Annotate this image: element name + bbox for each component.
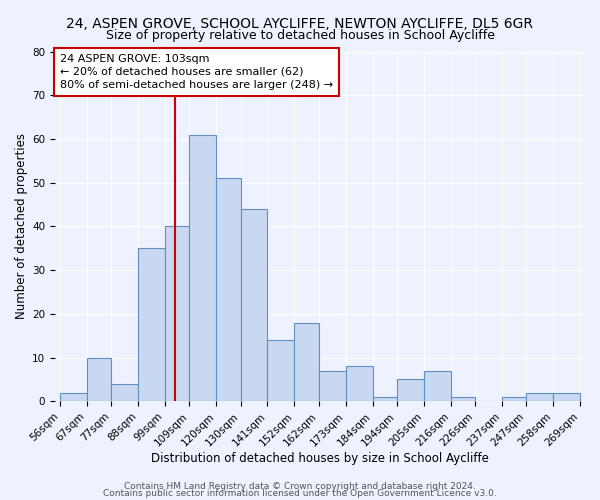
Y-axis label: Number of detached properties: Number of detached properties bbox=[15, 134, 28, 320]
Bar bbox=[502, 397, 526, 402]
Bar bbox=[526, 392, 553, 402]
Text: Contains HM Land Registry data © Crown copyright and database right 2024.: Contains HM Land Registry data © Crown c… bbox=[124, 482, 476, 491]
Bar bbox=[346, 366, 373, 402]
Bar bbox=[451, 397, 475, 402]
Bar bbox=[424, 370, 451, 402]
Bar bbox=[138, 248, 165, 402]
Bar bbox=[553, 392, 580, 402]
Bar bbox=[268, 340, 295, 402]
Text: Contains public sector information licensed under the Open Government Licence v3: Contains public sector information licen… bbox=[103, 490, 497, 498]
Bar bbox=[165, 226, 190, 402]
Bar bbox=[241, 209, 268, 402]
Text: 24, ASPEN GROVE, SCHOOL AYCLIFFE, NEWTON AYCLIFFE, DL5 6GR: 24, ASPEN GROVE, SCHOOL AYCLIFFE, NEWTON… bbox=[67, 18, 533, 32]
Bar bbox=[60, 392, 87, 402]
Bar bbox=[295, 322, 319, 402]
X-axis label: Distribution of detached houses by size in School Aycliffe: Distribution of detached houses by size … bbox=[151, 452, 489, 465]
Text: Size of property relative to detached houses in School Aycliffe: Size of property relative to detached ho… bbox=[106, 29, 494, 42]
Bar bbox=[319, 370, 346, 402]
Text: 24 ASPEN GROVE: 103sqm
← 20% of detached houses are smaller (62)
80% of semi-det: 24 ASPEN GROVE: 103sqm ← 20% of detached… bbox=[60, 54, 333, 90]
Bar bbox=[111, 384, 138, 402]
Bar bbox=[87, 358, 111, 402]
Bar bbox=[190, 134, 216, 402]
Bar bbox=[216, 178, 241, 402]
Bar bbox=[397, 380, 424, 402]
Bar bbox=[373, 397, 397, 402]
